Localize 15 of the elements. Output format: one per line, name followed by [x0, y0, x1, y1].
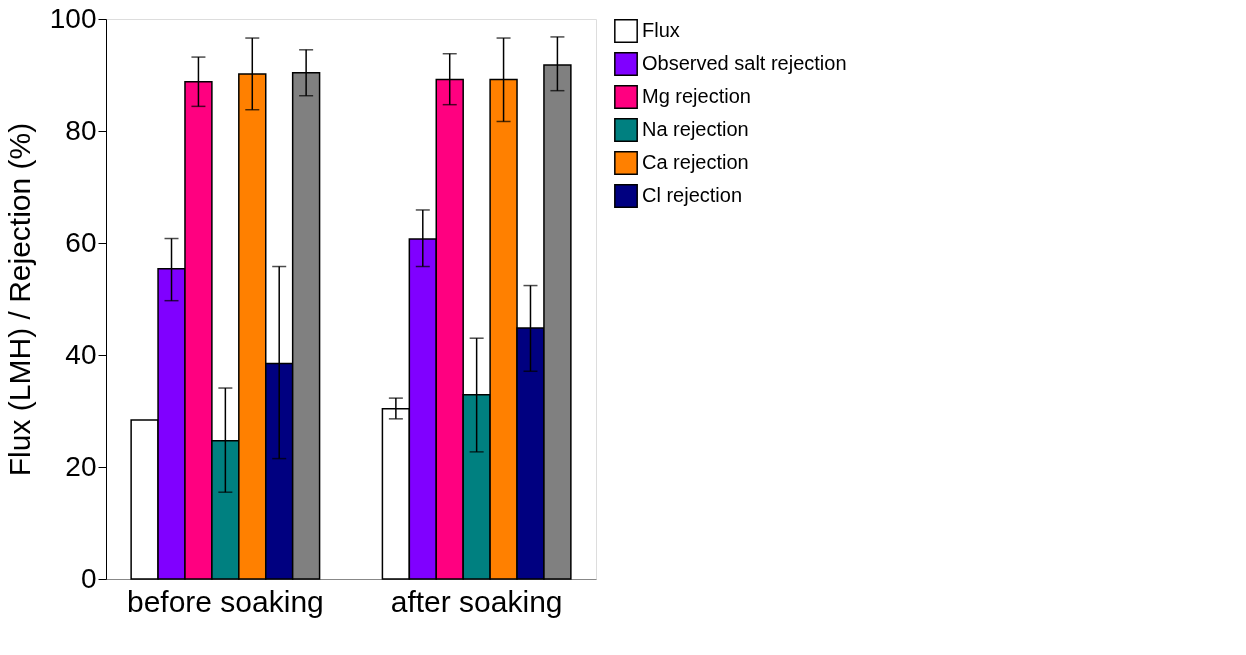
legend-label: Flux: [642, 19, 680, 41]
x-tick-label: after soaking: [390, 584, 563, 618]
y-tick-label: 0: [80, 562, 97, 594]
legend-label: Mg rejection: [642, 85, 751, 107]
y-tick-label: 80: [65, 114, 97, 146]
legend-label: Ca rejection: [642, 151, 749, 173]
y-tick-label: 60: [65, 226, 97, 258]
y-axis-title: Flux (LMH) / Rejection (%): [2, 122, 36, 477]
legend-label: Cl rejection: [642, 184, 743, 206]
x-tick-label: before soaking: [126, 584, 324, 618]
y-tick-label: 20: [65, 450, 97, 482]
legend-label: Observed salt rejection: [642, 52, 847, 74]
legend-label: Na rejection: [642, 118, 749, 140]
y-tick-label: 40: [65, 338, 97, 370]
y-tick-label: 100: [49, 2, 97, 34]
